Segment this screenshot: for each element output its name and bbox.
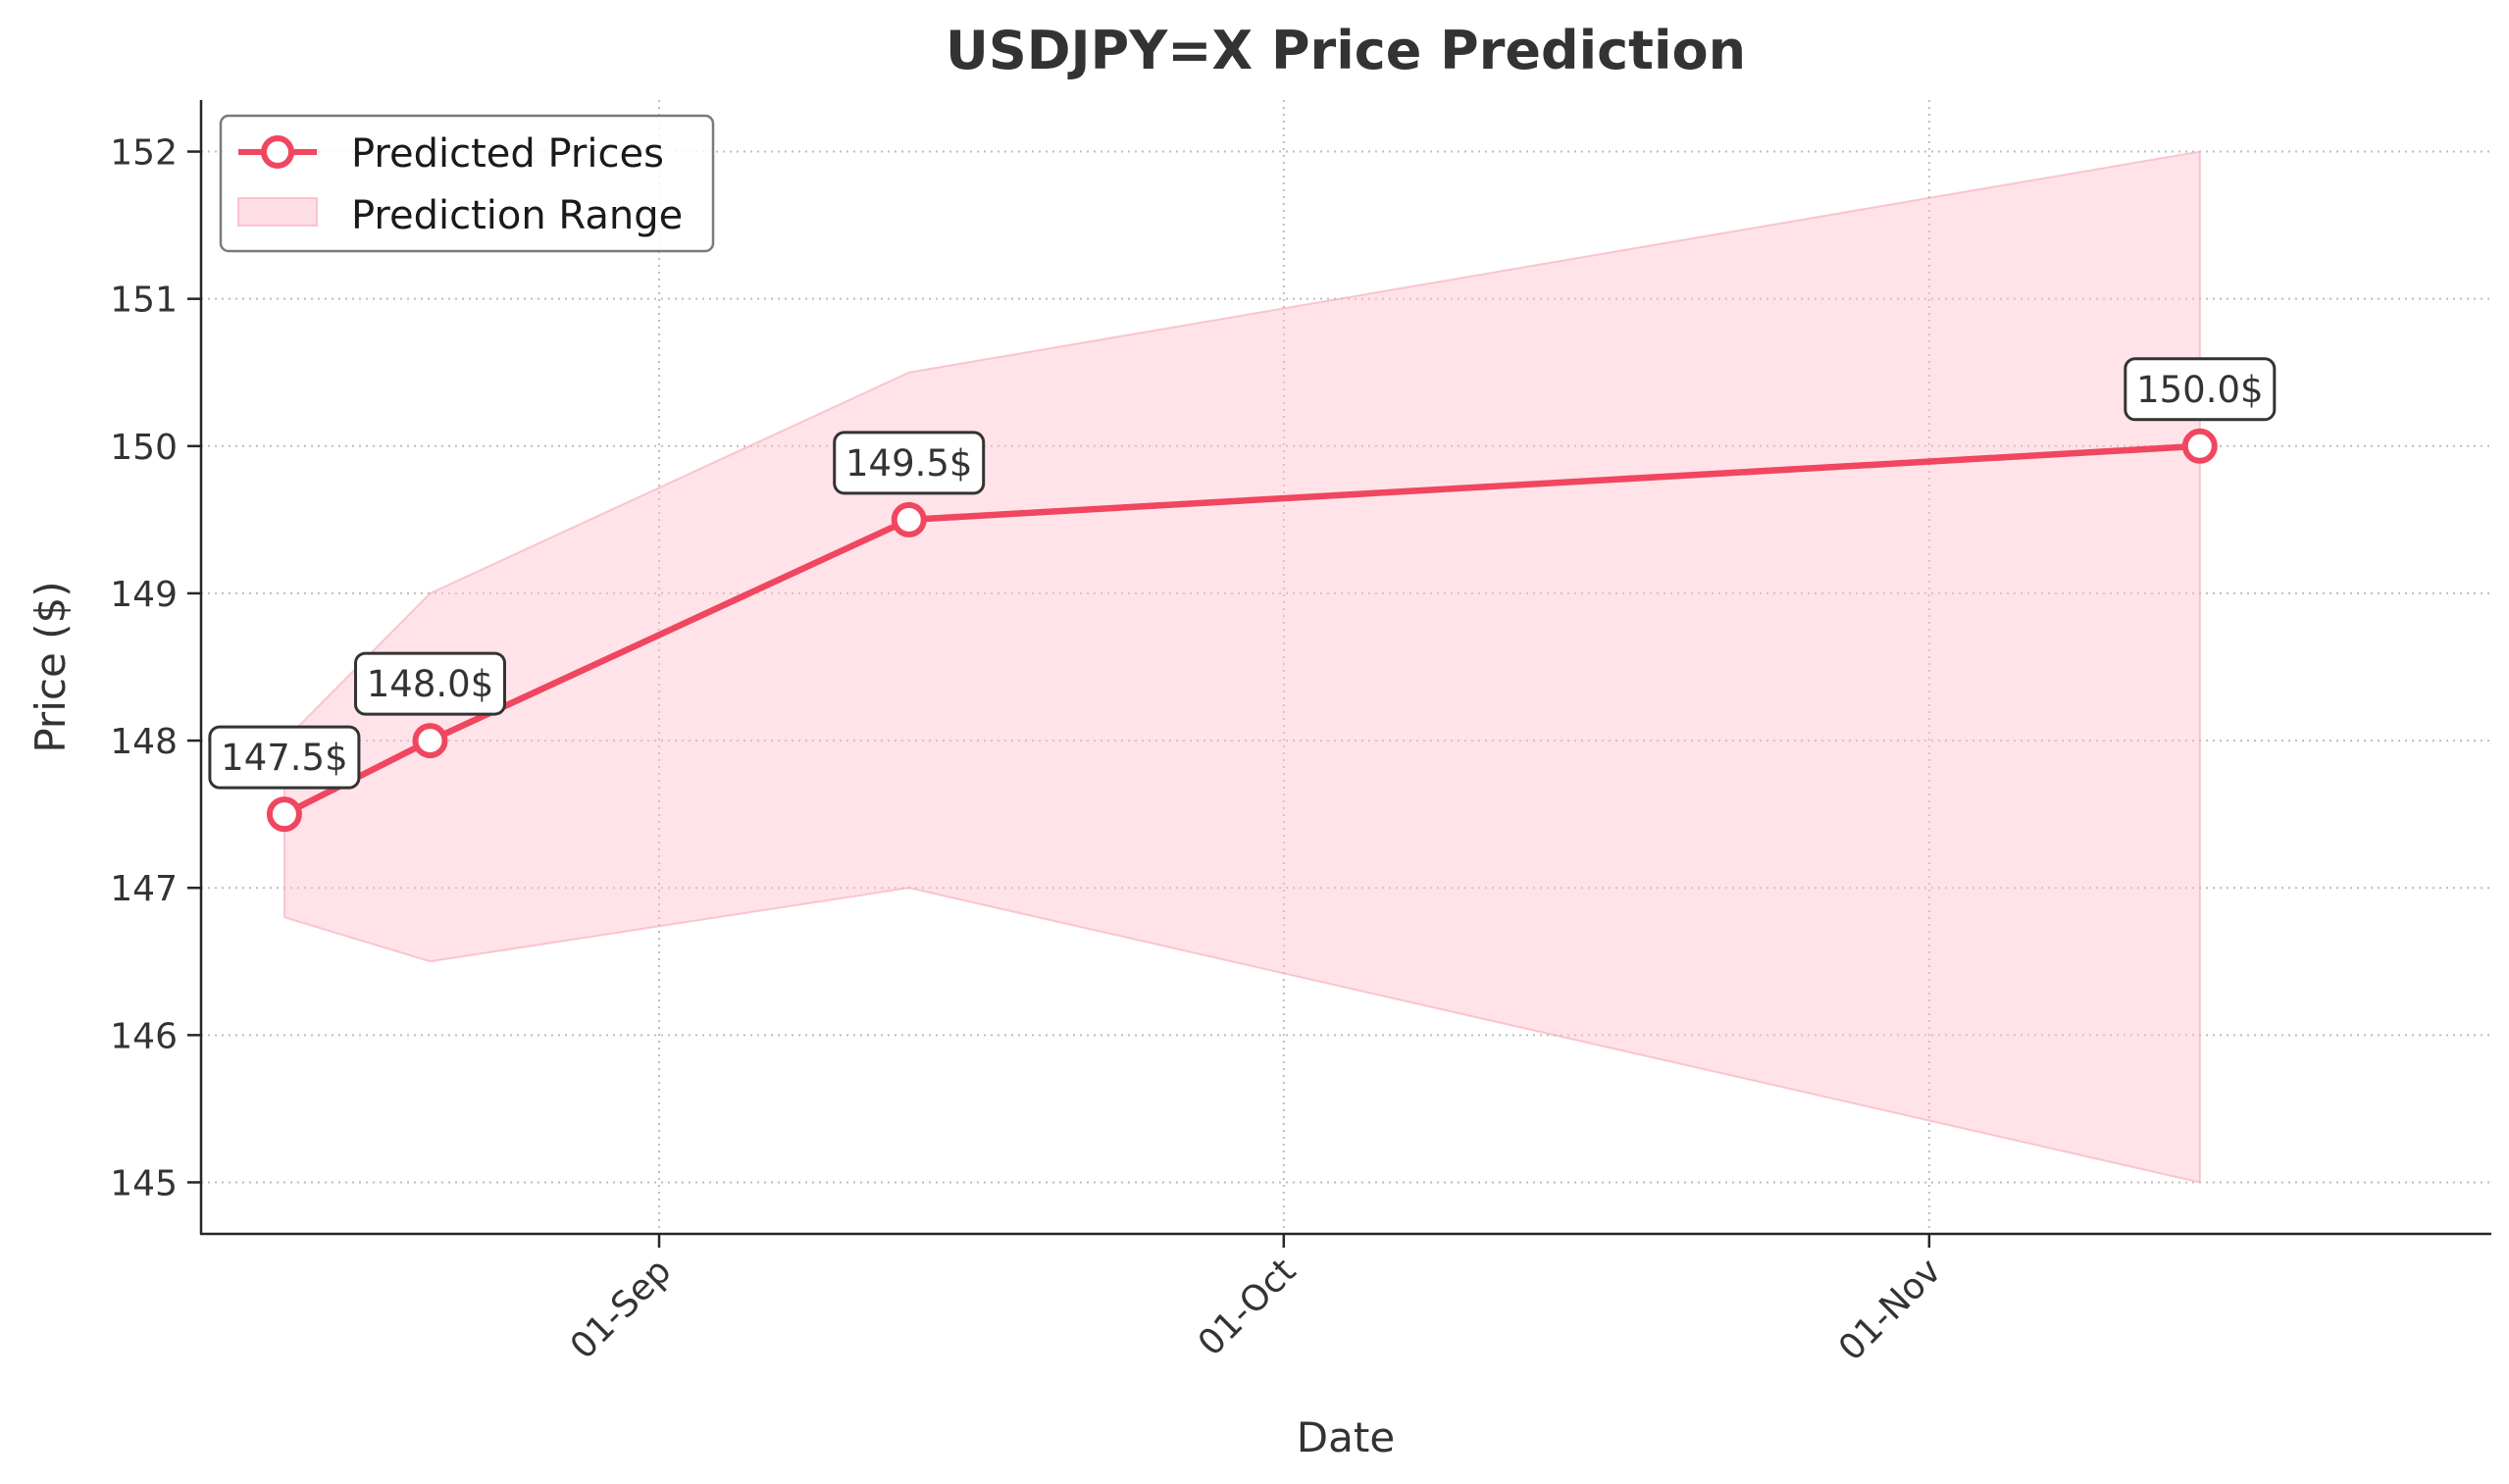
x-tick-label: 01-Oct [1191, 1251, 1304, 1363]
legend-box [219, 114, 715, 253]
legend-marker-swatch [261, 135, 294, 169]
data-label-box [208, 725, 361, 790]
y-tick-label: 145 [110, 1163, 178, 1203]
axes [199, 100, 2491, 1236]
legend-range-swatch [237, 197, 318, 227]
y-tick-label: 148 [110, 722, 178, 762]
data-labels: 147.5$ 148.0$ 149.5$ 150.0$ [208, 357, 2277, 790]
predicted-price-point [412, 723, 448, 759]
x-ticks: 01-Sep 01-Oct 01-Nov [563, 1234, 1949, 1369]
y-axis-label: Price ($) [26, 581, 75, 752]
y-tick-label: 150 [110, 428, 178, 468]
predicted-price-point [891, 501, 927, 537]
data-label-box [2124, 357, 2277, 422]
data-label-box [354, 651, 506, 716]
data-label: 148.0$ [367, 663, 493, 705]
x-tick-label: 01-Sep [563, 1251, 680, 1367]
x-axis-label: Date [1297, 1413, 1395, 1461]
legend-label-range: Prediction Range [351, 193, 683, 238]
data-label-box [833, 431, 986, 495]
y-ticks: 145 146 147 148 149 150 151 152 [110, 133, 201, 1203]
y-tick-label: 151 [110, 281, 178, 321]
prediction-range-band [282, 150, 2201, 1184]
y-tick-label: 147 [110, 869, 178, 909]
prediction-range-area [282, 150, 2201, 1184]
y-tick-label: 149 [110, 575, 178, 615]
y-tick-label: 152 [110, 133, 178, 174]
data-label: 149.5$ [845, 442, 972, 485]
legend-label-predicted: Predicted Prices [351, 131, 664, 177]
predicted-price-point [266, 796, 302, 833]
data-label: 150.0$ [2136, 369, 2263, 411]
predicted-price-point [2181, 428, 2218, 464]
x-tick-label: 01-Nov [1831, 1251, 1949, 1368]
data-label: 147.5$ [221, 737, 347, 779]
legend: Predicted Prices Prediction Range [219, 114, 715, 253]
y-tick-label: 146 [110, 1016, 178, 1056]
chart-title: USDJPY=X Price Prediction [946, 20, 1746, 81]
